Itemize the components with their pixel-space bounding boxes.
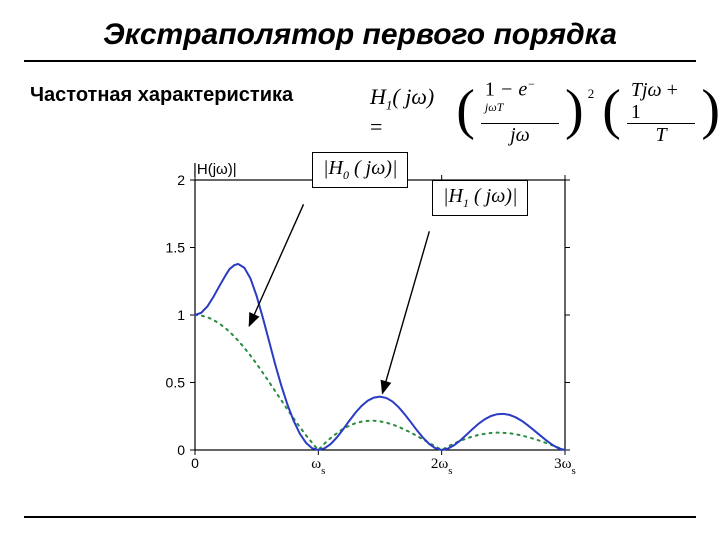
chart: 00.511.520ωs2ωs3ωs|H(jω)| |H0 ( jω)| |H1… [140,160,580,480]
bottom-rule [24,516,696,518]
series-label-h1: |H1 ( jω)| [432,180,528,216]
formula-frac1: 1 − e− jωT jω [481,78,559,146]
svg-text:0: 0 [177,442,185,458]
svg-text:2: 2 [177,172,185,188]
formula: H1( jω) = ( 1 − e− jωT jω )2 ( Tjω + 1 T… [370,78,720,146]
svg-text:|H(jω)|: |H(jω)| [193,161,237,178]
svg-text:1.5: 1.5 [166,240,186,256]
series-label-h0: |H0 ( jω)| [312,152,408,188]
formula-squared: 2 [588,86,595,102]
formula-lhs: H1( jω) = [370,84,450,139]
svg-text:2ωs: 2ωs [431,456,453,477]
svg-text:0: 0 [191,455,199,471]
svg-text:1: 1 [177,307,185,323]
formula-frac2: Tjω + 1 T [627,79,696,146]
title-underline [24,60,696,62]
svg-text:0.5: 0.5 [166,375,186,391]
svg-text:ωs: ωs [311,456,325,477]
svg-text:3ωs: 3ωs [554,456,576,477]
page-title: Экстраполятор первого порядка [0,0,720,60]
